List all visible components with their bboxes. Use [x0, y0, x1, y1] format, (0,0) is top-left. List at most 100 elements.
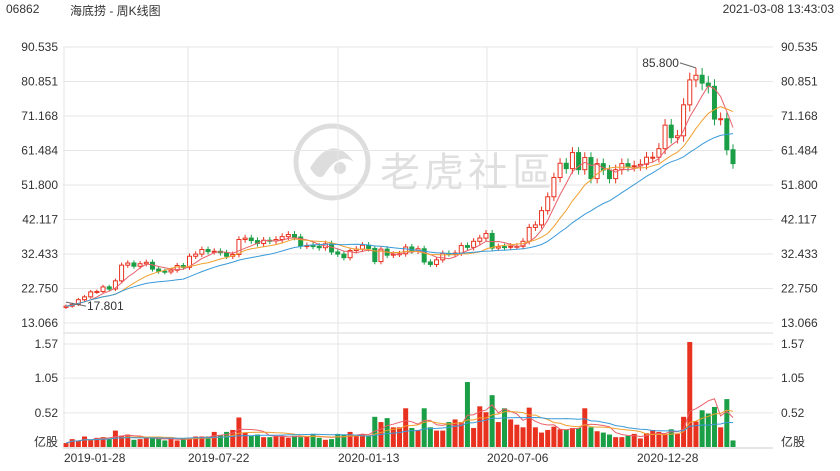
- candle-body: [372, 247, 378, 263]
- volume-bar: [359, 434, 365, 447]
- volume-bar: [390, 427, 396, 447]
- timestamp: 2021-03-08 13:43:03: [722, 2, 834, 16]
- volume-bar: [149, 438, 155, 447]
- volume-tick-right: 0.52: [781, 406, 805, 420]
- volume-bar: [687, 342, 693, 447]
- candle-body: [662, 124, 668, 150]
- price-tick-right: 71.168: [781, 109, 818, 123]
- candle-body: [88, 291, 94, 298]
- candle-body: [168, 269, 174, 273]
- volume-bar: [174, 440, 180, 447]
- volume-bar: [261, 437, 267, 447]
- candle-body: [285, 234, 291, 238]
- volume-bar: [100, 437, 106, 447]
- volume-bar: [656, 431, 662, 447]
- volume-bar: [662, 433, 668, 447]
- candle-body: [224, 252, 230, 257]
- candle-body: [335, 251, 341, 255]
- volume-bar: [619, 437, 625, 447]
- volume-bar: [82, 436, 88, 447]
- volume-bar: [508, 419, 514, 447]
- volume-bar: [563, 429, 569, 447]
- price-tick-right: 61.484: [781, 144, 818, 158]
- volume-bar: [322, 439, 328, 447]
- ma10-line: [65, 106, 734, 307]
- candle-body: [341, 253, 347, 259]
- volume-ma20-line: [65, 416, 734, 444]
- volume-bar: [594, 431, 600, 447]
- volume-bar: [137, 439, 143, 447]
- volume-bar: [718, 427, 724, 447]
- volume-bar: [668, 429, 674, 447]
- candle-body: [606, 169, 612, 180]
- low-label: 17.801: [87, 299, 124, 313]
- candle-body: [199, 248, 205, 255]
- volume-bar: [69, 439, 75, 447]
- candle-body: [137, 263, 143, 267]
- volume-bar: [644, 433, 650, 447]
- candle-body: [687, 79, 693, 106]
- candle-body: [625, 163, 631, 167]
- x-tick: 2020-01-13: [338, 451, 400, 465]
- volume-bar: [600, 432, 606, 447]
- volume-ma5-line: [65, 398, 734, 444]
- volume-bar: [434, 430, 440, 447]
- volume-bar: [606, 434, 612, 447]
- candle-body: [594, 163, 600, 180]
- candle-body: [588, 157, 594, 180]
- candle-body: [106, 286, 112, 290]
- stock-code: 06862: [6, 2, 40, 16]
- candle-body: [693, 74, 699, 81]
- volume-tick-left: 0.52: [35, 406, 59, 420]
- price-tick-right: 90.535: [781, 40, 818, 54]
- price-tick-right: 32.433: [781, 247, 818, 261]
- volume-bar: [446, 422, 452, 447]
- candle-body: [279, 236, 285, 241]
- volume-bar: [193, 436, 199, 447]
- volume-bar: [366, 436, 372, 447]
- volume-bar: [180, 438, 186, 447]
- candle-body: [674, 135, 680, 139]
- volume-bar: [292, 435, 298, 447]
- volume-bar: [205, 436, 211, 447]
- volume-bar: [514, 424, 520, 447]
- volume-bar: [384, 418, 390, 447]
- price-tick-right: 80.851: [781, 75, 818, 89]
- candle-body: [347, 250, 353, 259]
- price-tick-left: 80.851: [21, 75, 58, 89]
- volume-bar: [347, 431, 353, 447]
- low-marker-line: [65, 301, 87, 307]
- volume-tick-right: 1.05: [781, 371, 805, 385]
- candle-body: [187, 255, 193, 268]
- volume-bar: [421, 408, 427, 447]
- candle-body: [576, 152, 582, 171]
- volume-bar: [304, 436, 310, 447]
- price-tick-left: 51.800: [21, 178, 58, 192]
- candle-body: [699, 74, 705, 84]
- volume-bar: [119, 435, 125, 447]
- volume-bar: [471, 427, 477, 447]
- candle-body: [458, 245, 464, 254]
- volume-bar: [501, 408, 507, 447]
- candle-body: [668, 124, 674, 139]
- price-tick-left: 71.168: [21, 109, 58, 123]
- candle-body: [631, 165, 637, 168]
- candle-body: [718, 118, 724, 121]
- candle-body: [242, 237, 248, 241]
- candle-body: [477, 237, 483, 242]
- volume-bar: [236, 417, 242, 447]
- volume-bar: [613, 437, 619, 447]
- volume-bar: [112, 430, 118, 447]
- candle-body: [569, 152, 575, 170]
- volume-bar: [156, 438, 162, 447]
- candle-body: [563, 162, 569, 170]
- volume-bar: [316, 437, 322, 447]
- candle-body: [730, 149, 736, 165]
- high-marker-line: [679, 62, 697, 69]
- x-tick: 2020-12-28: [637, 451, 699, 465]
- volume-bar: [588, 427, 594, 447]
- candle-body: [681, 104, 687, 137]
- candle-body: [378, 248, 384, 263]
- candle-body: [421, 248, 427, 263]
- candle-body: [532, 224, 538, 228]
